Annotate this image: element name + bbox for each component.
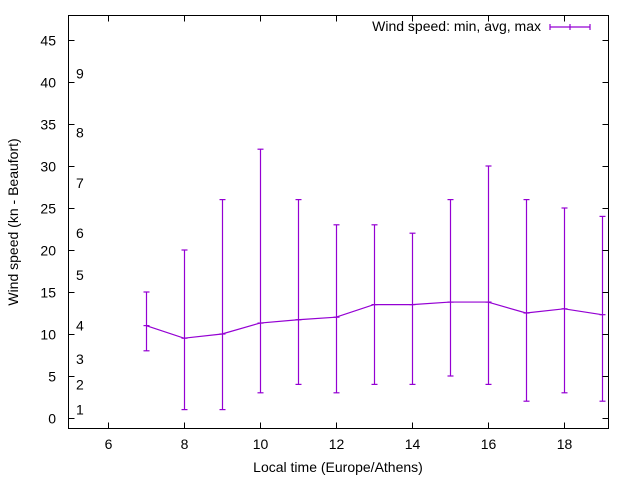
- beaufort-label: 1: [76, 402, 84, 418]
- beaufort-scale: 1 2 3 4 5 6 7 8 9: [76, 66, 84, 418]
- y-tick-label: 25: [40, 201, 56, 217]
- plot-area: [143, 148, 606, 411]
- beaufort-label: 5: [76, 267, 84, 283]
- x-tick-label: 12: [329, 436, 345, 452]
- y-tick-label: 35: [40, 117, 56, 133]
- beaufort-label: 6: [76, 225, 84, 241]
- x-tick-label: 14: [405, 436, 421, 452]
- beaufort-label: 3: [76, 351, 84, 367]
- x-tick-label: 16: [481, 436, 497, 452]
- y-tick-label: 45: [40, 33, 56, 49]
- beaufort-label: 7: [76, 175, 84, 191]
- plot-frame: [68, 15, 609, 429]
- y-tick-label: 40: [40, 75, 56, 91]
- y-tick-label: 10: [40, 327, 56, 343]
- y-tick-label: 0: [48, 411, 56, 427]
- y-tick-label: 30: [40, 159, 56, 175]
- x-axis-label: Local time (Europe/Athens): [253, 459, 423, 475]
- beaufort-label: 4: [76, 318, 84, 334]
- y-tick-label: 15: [40, 285, 56, 301]
- y-axis-label: Wind speed (kn - Beaufort): [5, 138, 21, 305]
- y-tick-label: 5: [48, 369, 56, 385]
- legend-errorbar-icon: [549, 24, 591, 30]
- legend-label: Wind speed: min, avg, max: [372, 18, 541, 34]
- x-axis: 6 8 10 12 14 16 18: [105, 15, 573, 452]
- x-tick-label: 8: [181, 436, 189, 452]
- x-tick-label: 6: [105, 436, 113, 452]
- legend: Wind speed: min, avg, max: [372, 18, 591, 34]
- beaufort-label: 8: [76, 124, 84, 140]
- x-tick-label: 18: [557, 436, 573, 452]
- x-tick-label: 10: [253, 436, 269, 452]
- y-tick-label: 20: [40, 243, 56, 259]
- beaufort-label: 9: [76, 66, 84, 82]
- beaufort-label: 2: [76, 376, 84, 392]
